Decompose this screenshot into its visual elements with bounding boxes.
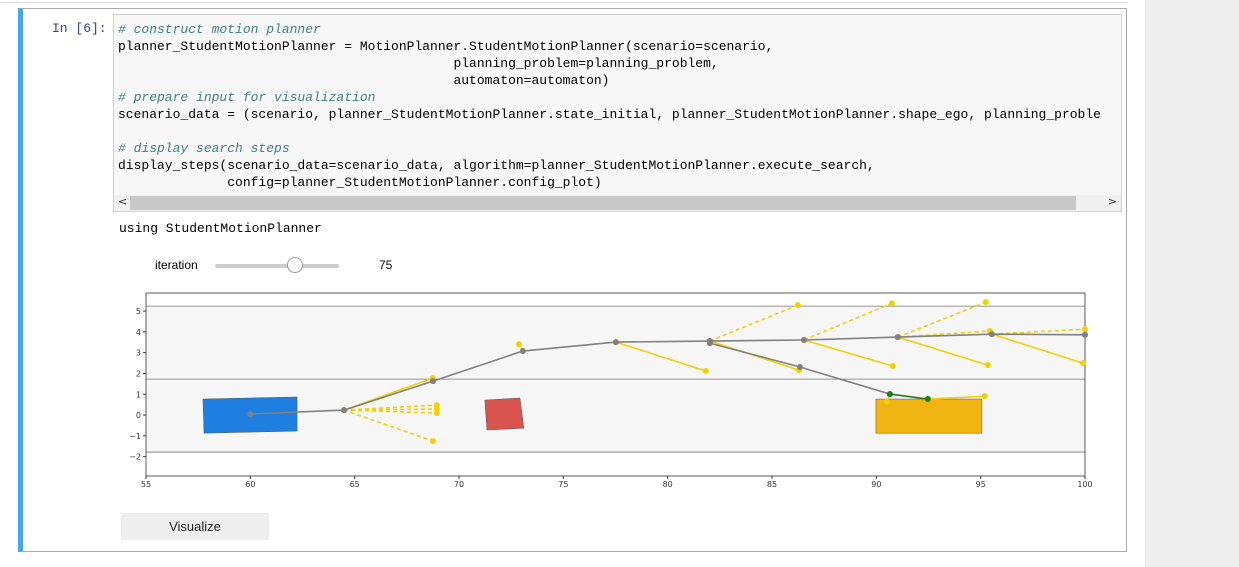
trajectory-node bbox=[988, 331, 995, 338]
x-tick-label: 90 bbox=[871, 480, 881, 489]
trajectory bbox=[343, 409, 437, 414]
code-line: planner_StudentMotionPlanner = MotionPla… bbox=[118, 39, 774, 54]
code-line: config=planner_StudentMotionPlanner.conf… bbox=[118, 175, 602, 190]
code-line: # construct motion planner bbox=[118, 22, 321, 37]
trajectory-node bbox=[429, 378, 436, 385]
y-tick-label: 3 bbox=[136, 349, 141, 358]
x-tick-label: 75 bbox=[558, 480, 568, 489]
y-tick-label: −2 bbox=[129, 453, 141, 462]
trajectory bbox=[250, 333, 1086, 415]
trajectory bbox=[803, 339, 894, 367]
trajectory-node bbox=[429, 438, 436, 445]
y-tick-label: 0 bbox=[136, 411, 141, 420]
chart: 55 60 65 70 75 80 85 90 95 100 −2 −1 0 1 2 3 4 5 bbox=[129, 292, 1093, 489]
trajectory bbox=[991, 333, 1084, 364]
trajectory-node bbox=[1079, 360, 1086, 367]
code-line: display_steps(scenario_data=scenario_dat… bbox=[118, 158, 875, 173]
notebook: In [6]: < > # construct motion planner pl… bbox=[0, 0, 1145, 567]
trajectory-node bbox=[889, 362, 896, 369]
prompt: In [6]: bbox=[52, 21, 107, 36]
trajectory bbox=[615, 341, 707, 372]
trajectory bbox=[897, 336, 988, 366]
horizontal-scrollbar[interactable]: < > bbox=[114, 195, 1121, 211]
y-tick-label: 5 bbox=[136, 307, 141, 316]
visualize-button[interactable]: Visualize bbox=[121, 513, 269, 540]
y-tick-label: 1 bbox=[136, 390, 141, 399]
scroll-thumb[interactable] bbox=[130, 196, 1076, 210]
code-line: scenario_data = (scenario, planner_Stude… bbox=[118, 107, 1101, 122]
y-tick-label: 4 bbox=[136, 328, 141, 337]
x-tick-label: 60 bbox=[245, 480, 255, 489]
trajectory-node bbox=[883, 398, 890, 405]
slider-track[interactable] bbox=[215, 264, 339, 268]
trajectory-node bbox=[1082, 331, 1088, 338]
slider-label: iteration bbox=[155, 258, 198, 272]
code-line: # display search steps bbox=[118, 141, 290, 156]
trajectory-node bbox=[894, 334, 901, 341]
obstacle bbox=[484, 397, 525, 431]
trajectory-node bbox=[433, 409, 440, 416]
trajectory-node bbox=[247, 411, 254, 418]
trajectory-node bbox=[888, 300, 895, 307]
trajectory-node bbox=[515, 341, 522, 348]
trajectory-node bbox=[794, 302, 801, 309]
slider-knob[interactable] bbox=[287, 257, 303, 273]
x-tick-label: 65 bbox=[350, 480, 360, 489]
trajectory bbox=[889, 393, 928, 400]
x-tick-label: 95 bbox=[976, 480, 986, 489]
trajectory-node bbox=[341, 407, 348, 414]
trajectory-node bbox=[924, 396, 931, 403]
trajectory-node bbox=[800, 336, 807, 343]
code-line: planning_problem=planning_problem, bbox=[118, 56, 719, 71]
x-tick-label: 70 bbox=[454, 480, 464, 489]
previous-cell-edge bbox=[0, 0, 1128, 3]
trajectory-node bbox=[519, 348, 526, 355]
trajectory-node bbox=[982, 299, 989, 306]
trajectory-node bbox=[706, 340, 713, 347]
trajectory-node bbox=[984, 362, 991, 369]
y-tick-label: −1 bbox=[129, 432, 141, 441]
trajectory bbox=[803, 302, 893, 341]
output-text: using StudentMotionPlanner bbox=[119, 221, 322, 236]
slider-value: 75 bbox=[379, 258, 393, 272]
trajectory-node bbox=[796, 364, 803, 371]
scroll-right[interactable]: > bbox=[1107, 195, 1117, 208]
code-line: # prepare input for visualization bbox=[118, 90, 376, 105]
code-cell[interactable] bbox=[18, 8, 1127, 552]
trajectory-node bbox=[612, 339, 619, 346]
x-tick-label: 55 bbox=[141, 480, 151, 489]
obstacle bbox=[875, 398, 983, 434]
trajectory-node bbox=[1082, 326, 1088, 333]
x-tick-label: 80 bbox=[663, 480, 673, 489]
scroll-left[interactable]: < bbox=[118, 195, 128, 208]
trajectory-node bbox=[981, 393, 988, 400]
x-tick-label: 100 bbox=[1077, 480, 1092, 489]
trajectory-node bbox=[702, 367, 709, 374]
trajectory bbox=[709, 304, 799, 342]
trajectory bbox=[991, 328, 1086, 335]
trajectory bbox=[897, 301, 987, 338]
x-tick-label: 85 bbox=[767, 480, 777, 489]
code-line: automaton=automaton) bbox=[118, 73, 610, 88]
trajectory bbox=[343, 409, 434, 442]
plot-frame bbox=[145, 292, 1086, 477]
trajectory bbox=[927, 395, 985, 400]
y-tick-label: 2 bbox=[136, 369, 141, 378]
trajectory-node bbox=[886, 391, 893, 398]
code-editor[interactable]: < > # construct motion planner planner_St… bbox=[113, 14, 1122, 212]
